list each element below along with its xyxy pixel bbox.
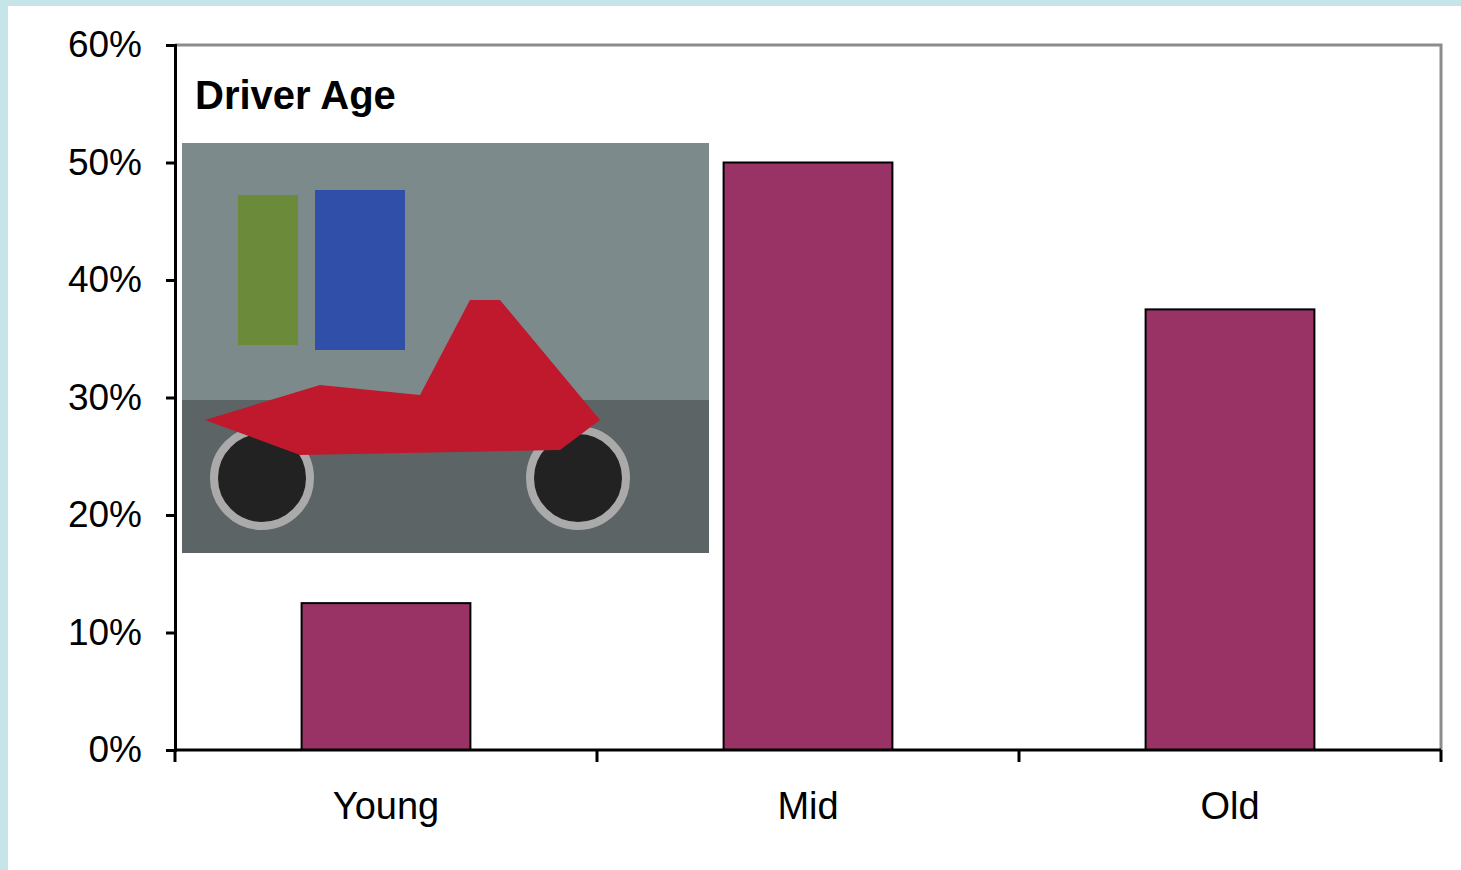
x-tick: Old xyxy=(1200,785,1259,827)
x-axis-line xyxy=(175,749,1441,752)
x-divider-tick xyxy=(596,750,599,762)
bar xyxy=(1146,309,1315,750)
y-tick-label: 40% xyxy=(68,259,142,300)
y-tick-label: 10% xyxy=(68,612,142,653)
y-tick-label: 0% xyxy=(89,729,142,770)
bar xyxy=(302,603,471,750)
y-tick-mark xyxy=(166,514,175,517)
x-tick-label: Mid xyxy=(777,785,838,827)
chart-svg: 0% 10% 20% 30% 40% 50% 60% Young Mid Old Driver Ag… xyxy=(0,0,1461,870)
x-divider-tick xyxy=(174,750,177,762)
y-tick-mark xyxy=(166,279,175,282)
y-axis: 0% 10% 20% 30% 40% 50% 60% xyxy=(68,24,176,770)
x-divider-tick xyxy=(1440,750,1443,762)
background xyxy=(8,6,1461,870)
x-tick: Young xyxy=(333,785,439,827)
photo-background xyxy=(182,143,709,553)
x-tick-label: Young xyxy=(333,785,439,827)
y-tick: 20% xyxy=(68,494,175,535)
x-divider-tick xyxy=(1018,750,1021,762)
y-tick-label: 60% xyxy=(68,24,142,65)
chart-title: Driver Age xyxy=(195,73,396,117)
y-tick-mark xyxy=(166,632,175,635)
y-tick-label: 50% xyxy=(68,142,142,183)
y-tick: 10% xyxy=(68,612,175,653)
x-tick: Mid xyxy=(777,785,838,827)
y-axis-line xyxy=(166,46,176,751)
y-tick: 30% xyxy=(68,377,175,418)
x-axis: Young Mid Old xyxy=(175,750,1441,827)
y-tick: 60% xyxy=(68,24,175,65)
plot-frame xyxy=(175,45,1441,750)
bar xyxy=(724,163,893,751)
photo-inset xyxy=(182,143,709,553)
y-tick-mark xyxy=(166,44,175,47)
y-tick: 40% xyxy=(68,259,175,300)
y-tick: 0% xyxy=(89,729,175,770)
y-tick: 50% xyxy=(68,142,175,183)
photo-passenger xyxy=(238,195,298,345)
x-divider-ticks xyxy=(175,750,1441,762)
y-tick-label: 20% xyxy=(68,494,142,535)
photo-rider xyxy=(315,190,405,350)
y-tick-mark xyxy=(166,162,175,165)
y-tick-mark xyxy=(166,397,175,400)
y-tick-label: 30% xyxy=(68,377,142,418)
x-tick-label: Old xyxy=(1200,785,1259,827)
